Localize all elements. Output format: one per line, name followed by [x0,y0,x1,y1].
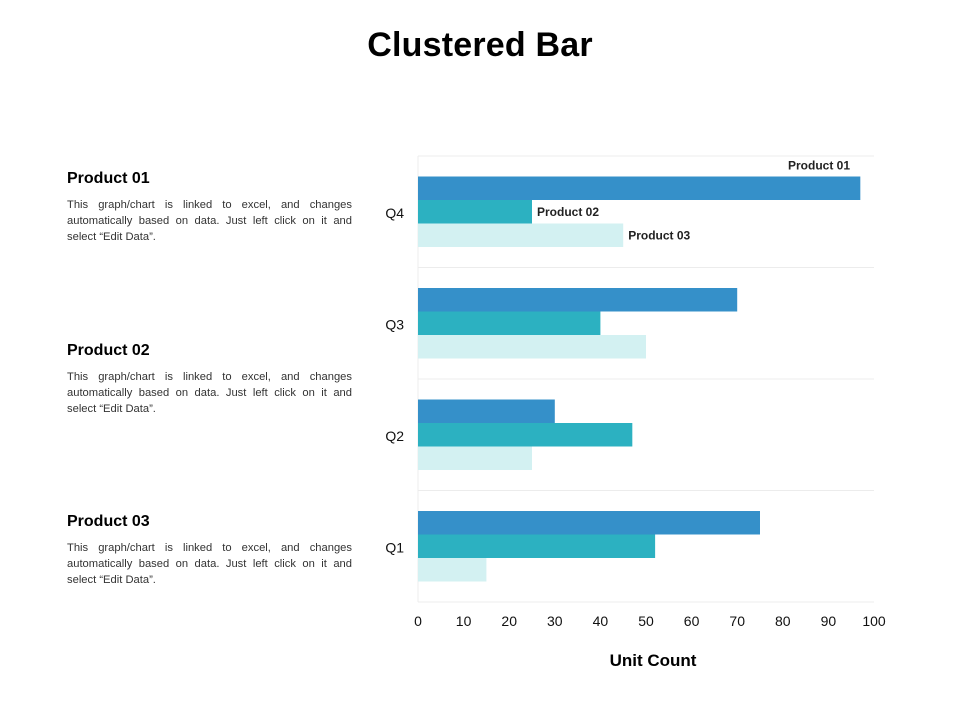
bar-q2-product-03 [418,446,532,470]
product-02-description: Product 02 This graph/chart is linked to… [67,342,352,417]
category-label: Q2 [385,428,404,444]
series-label: Product 01 [788,159,850,173]
category-label: Q1 [385,539,404,555]
label-layer: Q1 Q2 Q3 Product 01 Product 02 Product 03 Q4 0 1… [385,159,886,630]
page-title: Clustered Bar [367,26,593,64]
series-label: Product 03 [628,228,690,242]
bar-q3-product-01 [418,288,738,312]
bar-q4-product-02 [418,200,532,224]
x-tick-label: 10 [456,613,472,629]
bar-q1-product-02 [418,534,656,558]
x-tick-label: 60 [684,613,700,629]
bar-q4-product-01 [418,176,861,200]
x-tick-label: 100 [862,613,886,629]
bar-q1-product-01 [418,511,760,535]
product-03-heading: Product 03 [67,513,150,530]
series-label: Product 02 [537,205,599,219]
x-axis-label: Unit Count [610,651,697,670]
product-01-text: This graph/chart is linked to excel, and… [67,199,352,243]
product-03-description: Product 03 This graph/chart is linked to… [67,513,352,588]
bar-q2-product-01 [418,399,555,423]
x-tick-label: 80 [775,613,791,629]
x-tick-label: 40 [593,613,609,629]
bar-q3-product-02 [418,311,601,335]
category-label: Q3 [385,316,404,332]
x-tick-label: 90 [821,613,837,629]
x-tick-label: 20 [501,613,517,629]
x-tick-label: 50 [638,613,654,629]
product-01-description: Product 01 This graph/chart is linked to… [67,170,352,245]
bar-q4-product-03 [418,223,624,247]
x-tick-label: 0 [414,613,422,629]
bar-q1-product-03 [418,558,487,582]
product-02-heading: Product 02 [67,342,150,359]
product-03-text: This graph/chart is linked to excel, and… [67,542,352,586]
bar-q2-product-02 [418,423,633,447]
x-tick-label: 70 [729,613,745,629]
product-02-text: This graph/chart is linked to excel, and… [67,371,352,415]
product-01-heading: Product 01 [67,170,150,187]
x-tick-label: 30 [547,613,563,629]
bar-layer [418,176,861,582]
bar-q3-product-03 [418,335,646,359]
category-label: Q4 [385,205,404,221]
